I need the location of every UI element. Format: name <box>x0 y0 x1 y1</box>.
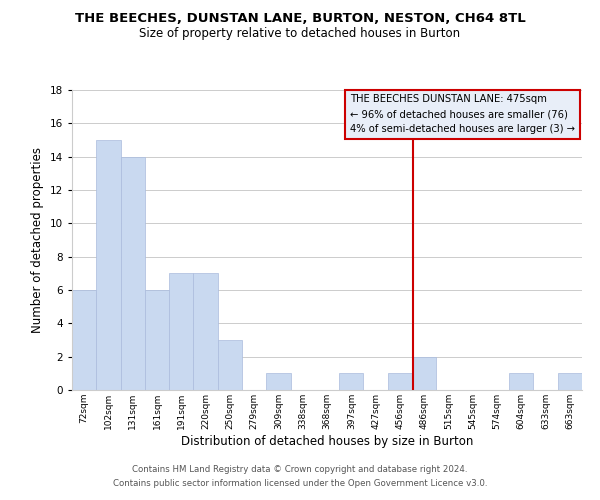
Y-axis label: Number of detached properties: Number of detached properties <box>31 147 44 333</box>
Text: Contains HM Land Registry data © Crown copyright and database right 2024.
Contai: Contains HM Land Registry data © Crown c… <box>113 466 487 487</box>
X-axis label: Distribution of detached houses by size in Burton: Distribution of detached houses by size … <box>181 434 473 448</box>
Bar <box>193 274 218 390</box>
Bar <box>412 356 436 390</box>
Text: Size of property relative to detached houses in Burton: Size of property relative to detached ho… <box>139 28 461 40</box>
Bar <box>169 274 193 390</box>
Bar <box>509 374 533 390</box>
Bar <box>218 340 242 390</box>
Bar <box>72 290 96 390</box>
Text: THE BEECHES, DUNSTAN LANE, BURTON, NESTON, CH64 8TL: THE BEECHES, DUNSTAN LANE, BURTON, NESTO… <box>74 12 526 26</box>
Bar <box>388 374 412 390</box>
Bar <box>121 156 145 390</box>
Bar <box>266 374 290 390</box>
Text: THE BEECHES DUNSTAN LANE: 475sqm
← 96% of detached houses are smaller (76)
4% of: THE BEECHES DUNSTAN LANE: 475sqm ← 96% o… <box>350 94 575 134</box>
Bar <box>96 140 121 390</box>
Bar <box>339 374 364 390</box>
Bar <box>558 374 582 390</box>
Bar <box>145 290 169 390</box>
